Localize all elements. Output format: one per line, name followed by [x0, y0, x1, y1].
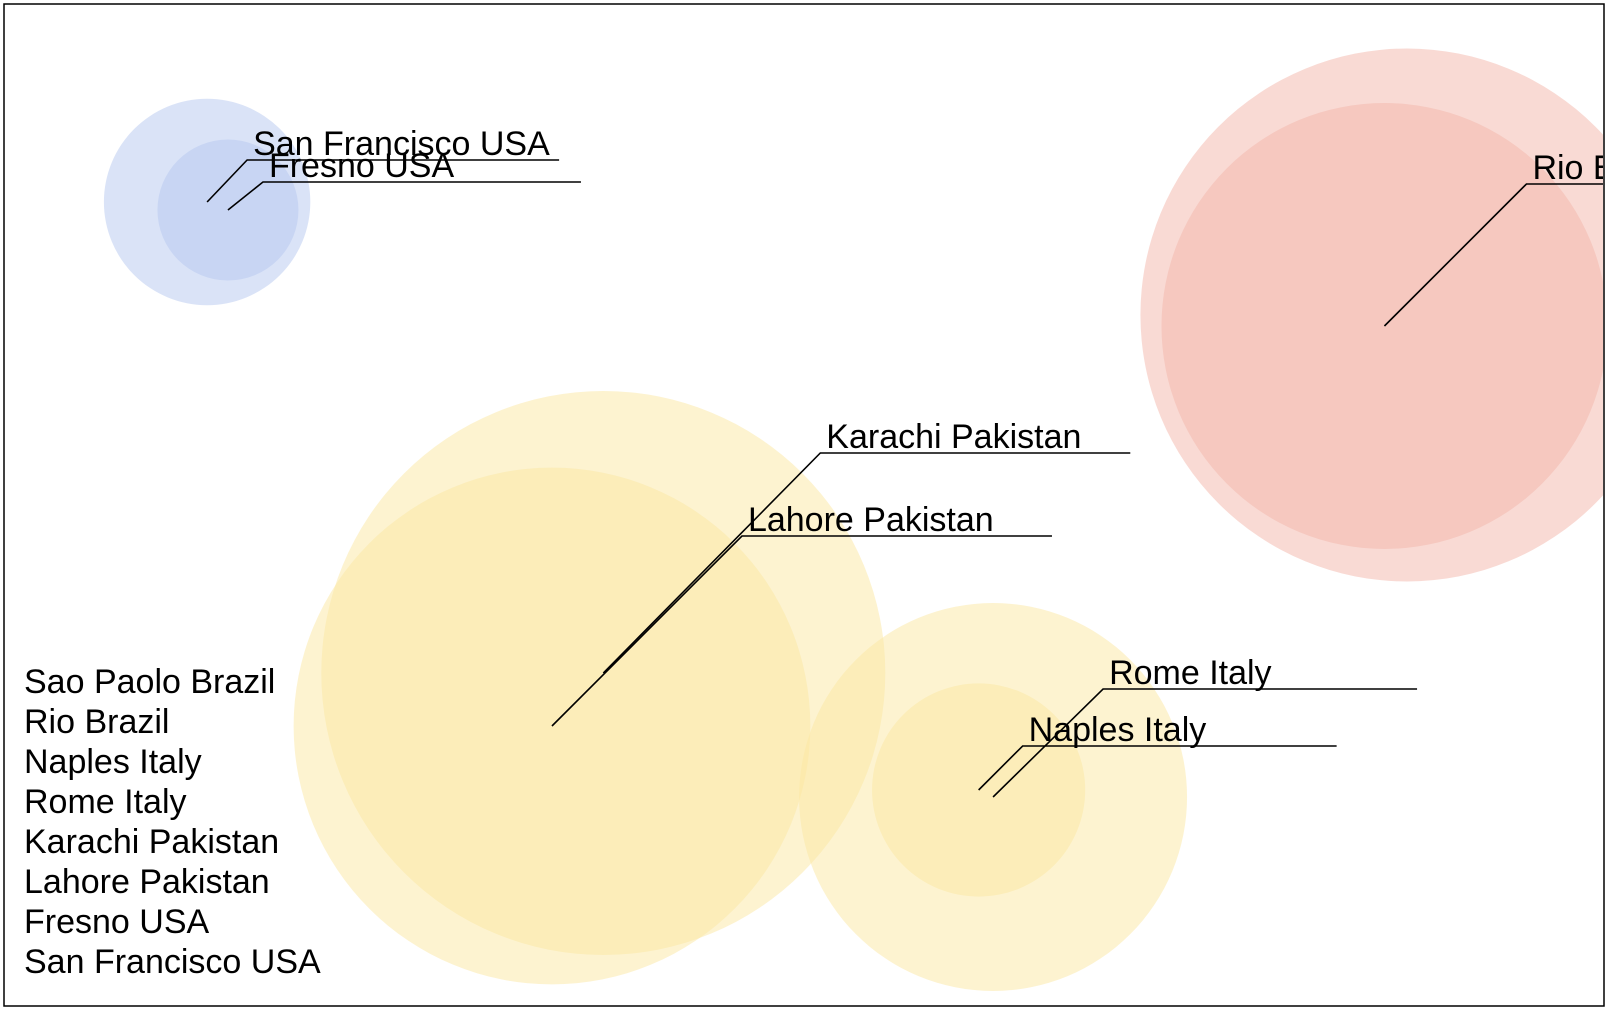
legend-entry: San Francisco USA — [24, 943, 321, 981]
legend-entry: Karachi Pakistan — [24, 823, 279, 861]
callout-label-san-francisco-usa: San Francisco USA — [253, 125, 550, 163]
callout-leaders-layer — [206, 159, 1603, 798]
callout-label-karachi-pakistan: Karachi Pakistan — [826, 418, 1081, 456]
leader-line-lahore-pakistan — [551, 535, 1052, 727]
bubble-rio-brazil — [1161, 103, 1603, 549]
leader-line-rome-italy — [992, 688, 1418, 798]
callout-label-rome-italy: Rome Italy — [1109, 654, 1272, 692]
chart-frame — [3, 3, 1605, 1007]
callout-label-fresno-usa: Fresno USA — [269, 147, 454, 185]
legend-entry: Lahore Pakistan — [24, 863, 270, 901]
callout-label-rio-brazil: Rio Brazil — [1532, 149, 1608, 187]
legend-entry: Rio Brazil — [24, 703, 169, 741]
leader-line-karachi-pakistan — [602, 452, 1131, 674]
leader-line-fresno-usa — [227, 181, 581, 211]
legend: Sao Paolo Brazil Rio Brazil Naples Italy… — [24, 663, 321, 981]
legend-entry: Naples Italy — [24, 743, 202, 781]
legend-entry: Fresno USA — [24, 903, 209, 941]
legend-entry: Rome Italy — [24, 783, 187, 821]
leader-line-rio-brazil — [1383, 183, 1603, 327]
callout-label-lahore-pakistan: Lahore Pakistan — [748, 501, 994, 539]
leader-line-naples-italy — [978, 745, 1337, 791]
legend-entry: Sao Paolo Brazil — [24, 663, 275, 701]
leader-line-san-francisco-usa — [206, 159, 560, 203]
callout-label-naples-italy: Naples Italy — [1029, 711, 1207, 749]
